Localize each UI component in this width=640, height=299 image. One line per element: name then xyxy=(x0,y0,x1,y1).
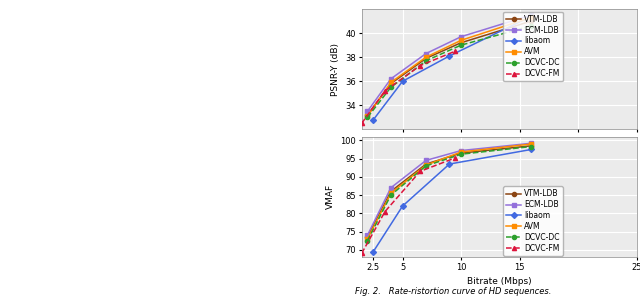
Legend: VTM-LDB, ECM-LDB, libaom, AVM, DCVC-DC, DCVC-FM: VTM-LDB, ECM-LDB, libaom, AVM, DCVC-DC, … xyxy=(503,12,563,81)
Y-axis label: PSNR-Y (dB): PSNR-Y (dB) xyxy=(331,43,340,96)
Legend: VTM-LDB, ECM-LDB, libaom, AVM, DCVC-DC, DCVC-FM: VTM-LDB, ECM-LDB, libaom, AVM, DCVC-DC, … xyxy=(503,186,563,256)
Text: Fig. 2.   Rate-ristortion curve of HD sequences.: Fig. 2. Rate-ristortion curve of HD sequ… xyxy=(355,287,552,296)
Y-axis label: VMAF: VMAF xyxy=(326,184,335,210)
X-axis label: Bitrate (Mbps): Bitrate (Mbps) xyxy=(467,277,531,286)
